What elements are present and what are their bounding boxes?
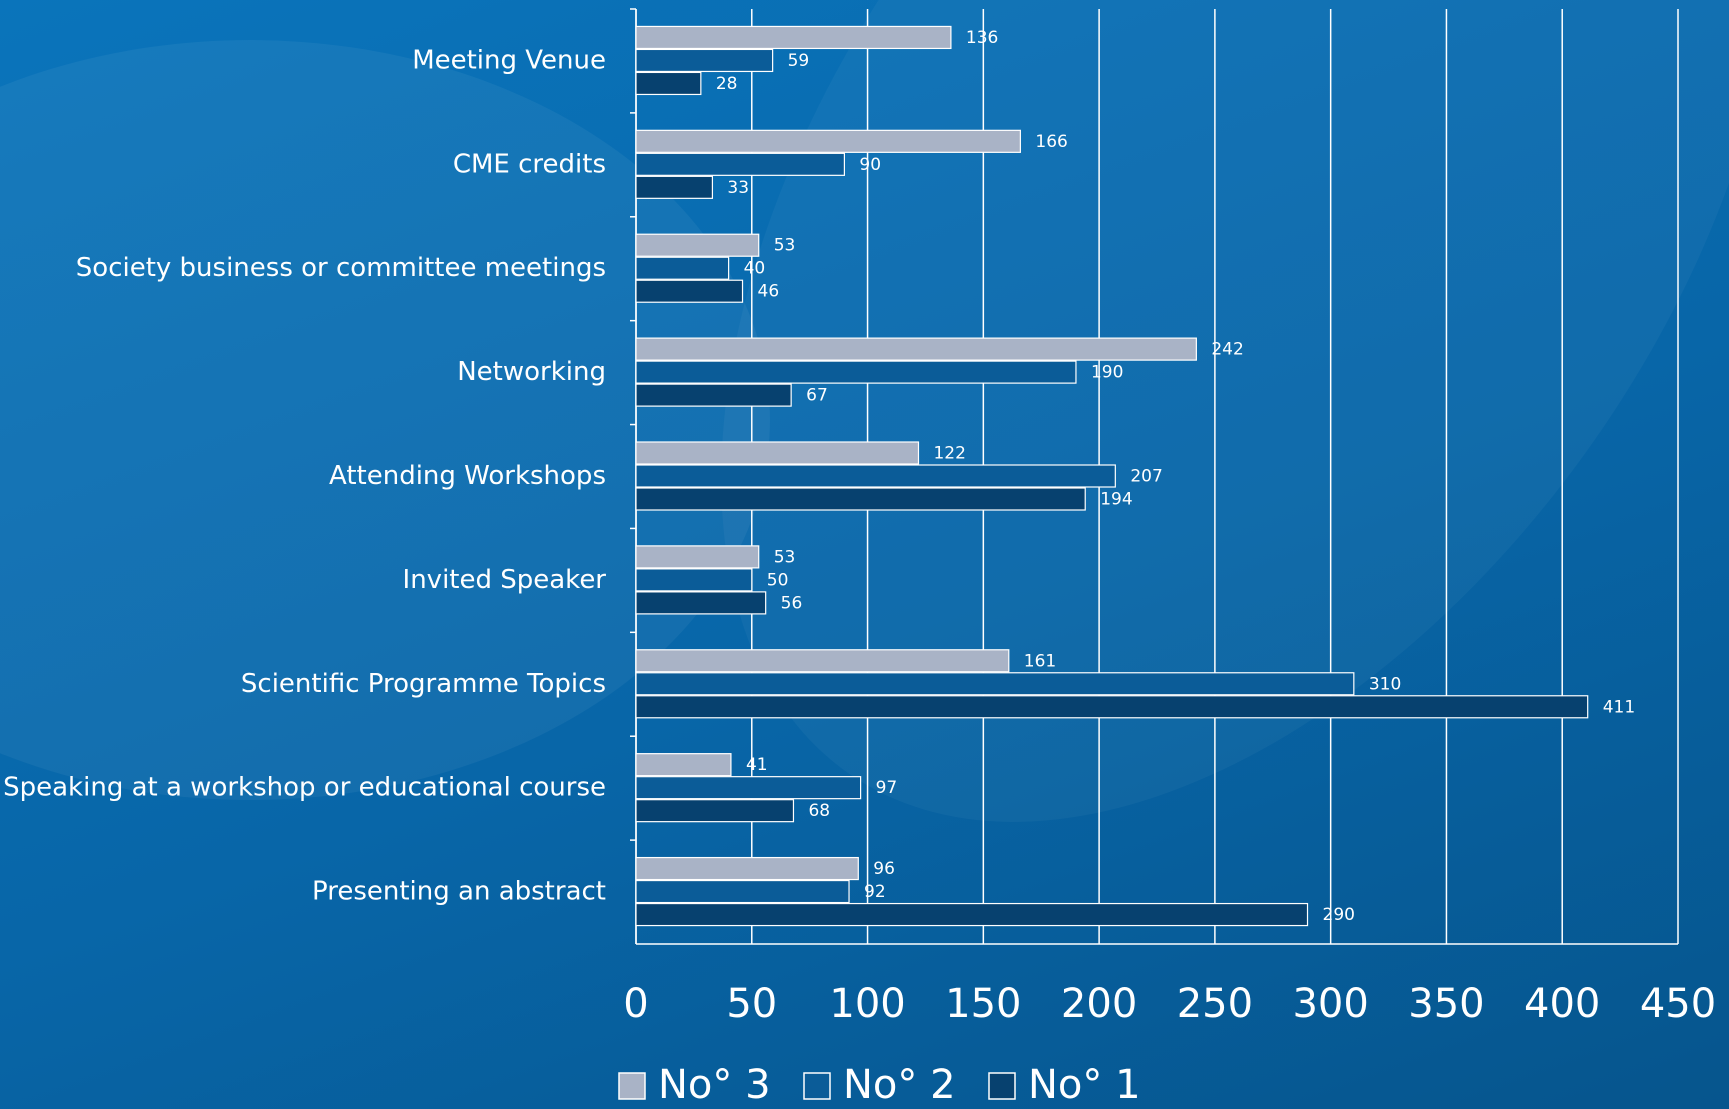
data-label: 136 xyxy=(966,28,998,48)
x-tick-label: 250 xyxy=(1177,981,1253,1027)
bar xyxy=(635,233,760,257)
bar xyxy=(635,487,1086,511)
bar xyxy=(635,799,795,823)
data-label: 40 xyxy=(744,259,766,279)
x-tick-label: 400 xyxy=(1524,981,1600,1027)
data-label: 59 xyxy=(788,51,810,71)
bar xyxy=(635,256,730,280)
bar xyxy=(635,464,1116,488)
legend-label: No° 1 xyxy=(1028,1062,1141,1108)
y-tick-label: Speaking at a workshop or educational co… xyxy=(3,773,606,803)
bar xyxy=(635,672,1355,696)
background-swoosh xyxy=(0,40,770,800)
bar xyxy=(635,856,859,881)
x-tick-label: 300 xyxy=(1292,981,1368,1027)
x-tick-label: 150 xyxy=(945,981,1021,1027)
data-label: 97 xyxy=(876,778,898,798)
y-tick-label: Invited Speaker xyxy=(403,565,607,595)
y-tick-label: Meeting Venue xyxy=(412,45,606,75)
y-tick-label: Attending Workshops xyxy=(329,461,606,491)
data-label: 194 xyxy=(1100,490,1132,510)
data-label: 28 xyxy=(716,74,738,94)
data-label: 166 xyxy=(1035,132,1067,152)
data-label: 53 xyxy=(774,236,796,256)
bar xyxy=(635,568,753,592)
bar xyxy=(635,591,767,615)
bar xyxy=(635,441,920,465)
bar xyxy=(635,879,850,904)
bar xyxy=(635,337,1197,361)
bar xyxy=(635,175,714,199)
bar xyxy=(635,649,1010,673)
x-tick-label: 450 xyxy=(1640,981,1716,1027)
data-label: 33 xyxy=(727,178,749,198)
data-label: 41 xyxy=(746,755,768,775)
bar xyxy=(635,753,732,777)
data-label: 411 xyxy=(1603,697,1635,717)
x-tick-label: 200 xyxy=(1061,981,1137,1027)
x-tick-label: 100 xyxy=(829,981,905,1027)
bar xyxy=(635,129,1021,153)
bar xyxy=(635,152,845,176)
data-label: 67 xyxy=(806,386,828,406)
data-label: 56 xyxy=(781,593,803,613)
bar xyxy=(635,776,862,800)
legend-swatch xyxy=(803,1072,831,1100)
x-tick-label: 350 xyxy=(1408,981,1484,1027)
x-tick-label: 0 xyxy=(623,981,648,1027)
data-label: 310 xyxy=(1369,674,1401,694)
bar xyxy=(635,48,774,73)
legend-label: No° 2 xyxy=(843,1062,956,1108)
y-tick-label: CME credits xyxy=(453,149,606,179)
legend-label: No° 3 xyxy=(658,1062,771,1108)
bar xyxy=(635,360,1077,384)
y-tick-label: Presenting an abstract xyxy=(312,877,606,907)
background-swoosh xyxy=(721,0,1729,822)
x-tick-label: 50 xyxy=(726,981,777,1027)
bar xyxy=(635,71,702,96)
bar xyxy=(635,279,744,303)
legend-swatch xyxy=(618,1072,646,1100)
data-label: 290 xyxy=(1323,905,1355,925)
data-label: 53 xyxy=(774,547,796,567)
data-label: 190 xyxy=(1091,363,1123,383)
bar xyxy=(635,695,1589,719)
bar xyxy=(635,902,1309,927)
data-label: 68 xyxy=(808,801,830,821)
data-label: 90 xyxy=(859,155,881,175)
bar xyxy=(635,383,792,407)
data-label: 50 xyxy=(767,570,789,590)
data-label: 96 xyxy=(873,859,895,879)
legend-swatch xyxy=(988,1072,1016,1100)
data-label: 92 xyxy=(864,882,886,902)
data-label: 46 xyxy=(758,282,780,302)
data-label: 207 xyxy=(1130,467,1162,487)
data-label: 161 xyxy=(1024,651,1056,671)
data-label: 242 xyxy=(1211,340,1243,360)
bar xyxy=(635,545,760,569)
data-label: 122 xyxy=(933,444,965,464)
y-tick-label: Society business or committee meetings xyxy=(76,253,606,283)
bar xyxy=(635,25,952,50)
y-tick-label: Scientific Programme Topics xyxy=(241,669,606,699)
y-tick-label: Networking xyxy=(457,357,606,387)
